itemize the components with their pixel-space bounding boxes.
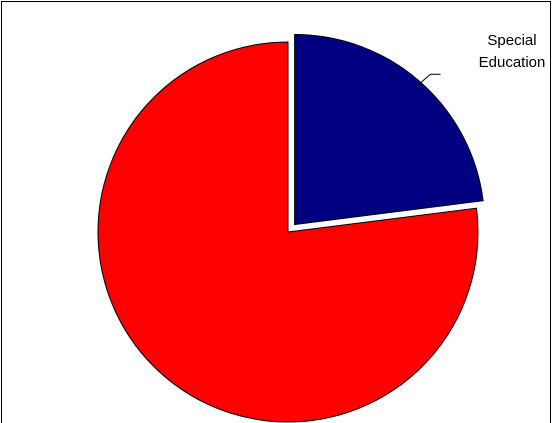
- slice-label: Special Education: [478, 32, 546, 71]
- leader-line: [416, 73, 441, 87]
- pie-slice: [294, 33, 484, 226]
- pie-slice: [97, 41, 479, 423]
